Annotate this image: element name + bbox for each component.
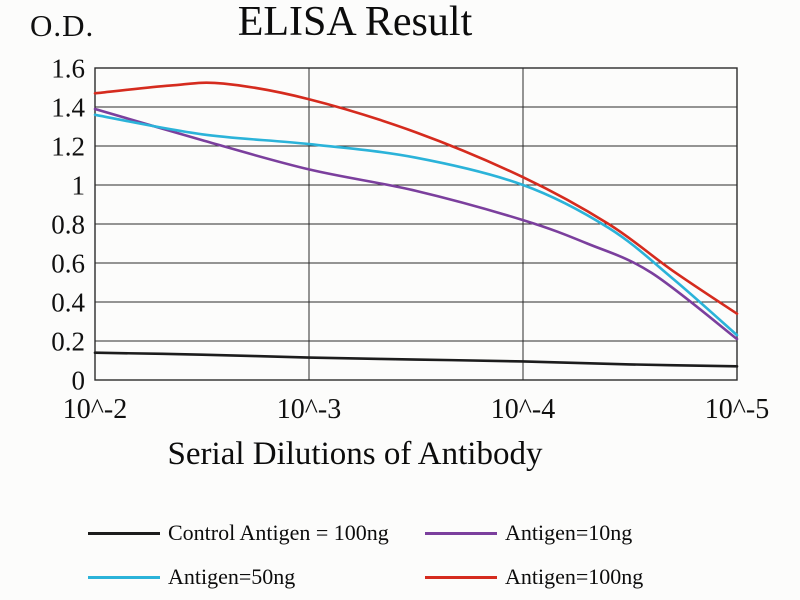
- legend-label: Antigen=10ng: [505, 520, 633, 545]
- legend-item: Control Antigen = 100ng: [88, 520, 425, 546]
- y-tick-label: 1: [72, 170, 86, 200]
- y-tick-label: 0.8: [51, 209, 85, 239]
- series-line-2: [93, 113, 739, 337]
- y-tick-label: 1.6: [51, 53, 85, 83]
- legend-line-swatch: [88, 531, 160, 535]
- legend-label: Antigen=50ng: [168, 564, 296, 589]
- legend-label: Control Antigen = 100ng: [168, 520, 389, 545]
- legend-line-swatch: [425, 531, 497, 535]
- series-line-1: [93, 107, 739, 341]
- legend-item: Antigen=100ng: [425, 564, 768, 590]
- y-tick-label: 0.6: [51, 248, 85, 278]
- x-tick-label: 10^-3: [277, 394, 341, 425]
- y-tick-label: 0.4: [51, 287, 85, 317]
- x-tick-label: 10^-4: [491, 394, 555, 425]
- chart-title: ELISA Result: [237, 0, 473, 45]
- plot-border: [94, 67, 738, 381]
- legend-item: Antigen=50ng: [88, 564, 425, 590]
- series-line-0: [93, 351, 739, 368]
- y-tick-label: 1.2: [51, 131, 85, 161]
- legend-item: Antigen=10ng: [425, 520, 768, 546]
- legend-label: Antigen=100ng: [505, 564, 644, 589]
- series-line-3: [93, 81, 739, 315]
- legend-line-swatch: [88, 575, 160, 579]
- x-tick-label: 10^-5: [705, 394, 769, 425]
- x-tick-label: 10^-2: [63, 394, 127, 425]
- x-axis-title: Serial Dilutions of Antibody: [167, 436, 543, 472]
- legend-line-swatch: [425, 575, 497, 579]
- y-tick-label: 0: [72, 365, 86, 395]
- legend: Control Antigen = 100ng Antigen=10ng Antig…: [88, 520, 768, 590]
- y-axis-title: O.D.: [30, 8, 95, 43]
- y-tick-label: 1.4: [51, 92, 85, 122]
- y-tick-label: 0.2: [51, 326, 85, 356]
